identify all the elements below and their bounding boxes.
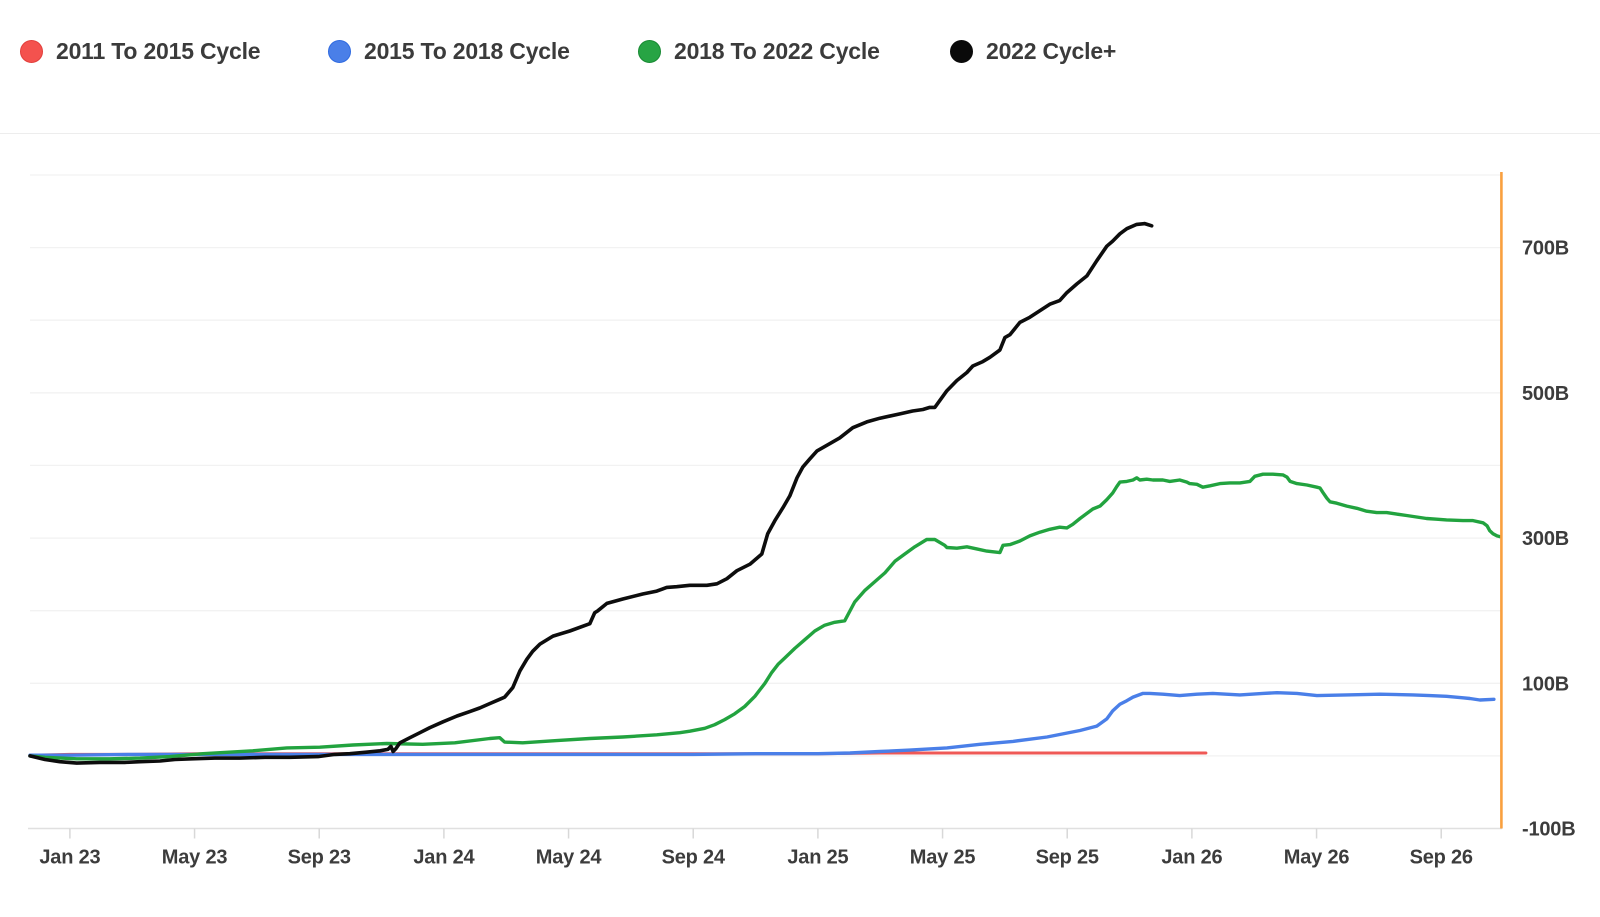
legend-item-2022-plus[interactable]: 2022 Cycle+ — [950, 38, 1116, 65]
legend-dot-black-icon — [950, 40, 973, 63]
series-line-2018-to-2022-cycle — [28, 472, 1502, 761]
x-tick-label: May 23 — [162, 847, 228, 869]
x-tick-label: Sep 25 — [1036, 847, 1099, 869]
x-tick-label: Sep 24 — [662, 847, 726, 869]
header-separator — [0, 133, 1600, 134]
legend-dot-blue-icon — [328, 40, 351, 63]
chart-legend: 2011 To 2015 Cycle 2015 To 2018 Cycle 20… — [0, 0, 1600, 110]
gridlines — [30, 174, 1501, 757]
x-tick-label: Jan 25 — [787, 847, 848, 869]
series-line-2015-to-2018-cycle — [28, 691, 1496, 757]
x-tick-label: Jan 23 — [39, 847, 100, 869]
x-tick-label: May 24 — [536, 847, 603, 869]
y-tick-label: 700B — [1522, 238, 1569, 260]
y-tick-label: 100B — [1522, 673, 1569, 695]
legend-item-2011-2015[interactable]: 2011 To 2015 Cycle — [20, 38, 261, 65]
series-line-2022-cycle- — [28, 221, 1154, 765]
x-tick-label: Sep 23 — [288, 847, 351, 869]
x-axis: Jan 23 May 23 Sep 23 Jan 24 May 24 Sep 24 Jan … — [28, 827, 1502, 869]
x-tick-label: Sep 26 — [1410, 847, 1473, 869]
legend-label: 2018 To 2022 Cycle — [674, 38, 880, 64]
legend-label: 2022 Cycle+ — [986, 38, 1117, 64]
y-axis: 700B 500B 300B 100B -100B — [1522, 238, 1576, 841]
x-tick-label: Jan 26 — [1161, 847, 1222, 869]
legend-dot-red-icon — [20, 40, 43, 63]
x-tick-label: May 26 — [1284, 847, 1350, 869]
legend-item-2015-2018[interactable]: 2015 To 2018 Cycle — [328, 38, 570, 65]
legend-dot-green-icon — [638, 40, 661, 63]
y-tick-label: 500B — [1522, 383, 1569, 405]
legend-label: 2015 To 2018 Cycle — [364, 38, 570, 64]
x-tick-label: Jan 24 — [413, 847, 475, 869]
x-tick-label: May 25 — [910, 847, 976, 869]
y-tick-label: 300B — [1522, 528, 1569, 550]
y-tick-label: -100B — [1522, 819, 1575, 841]
legend-label: 2011 To 2015 Cycle — [56, 38, 261, 64]
legend-item-2018-2022[interactable]: 2018 To 2022 Cycle — [638, 38, 880, 65]
